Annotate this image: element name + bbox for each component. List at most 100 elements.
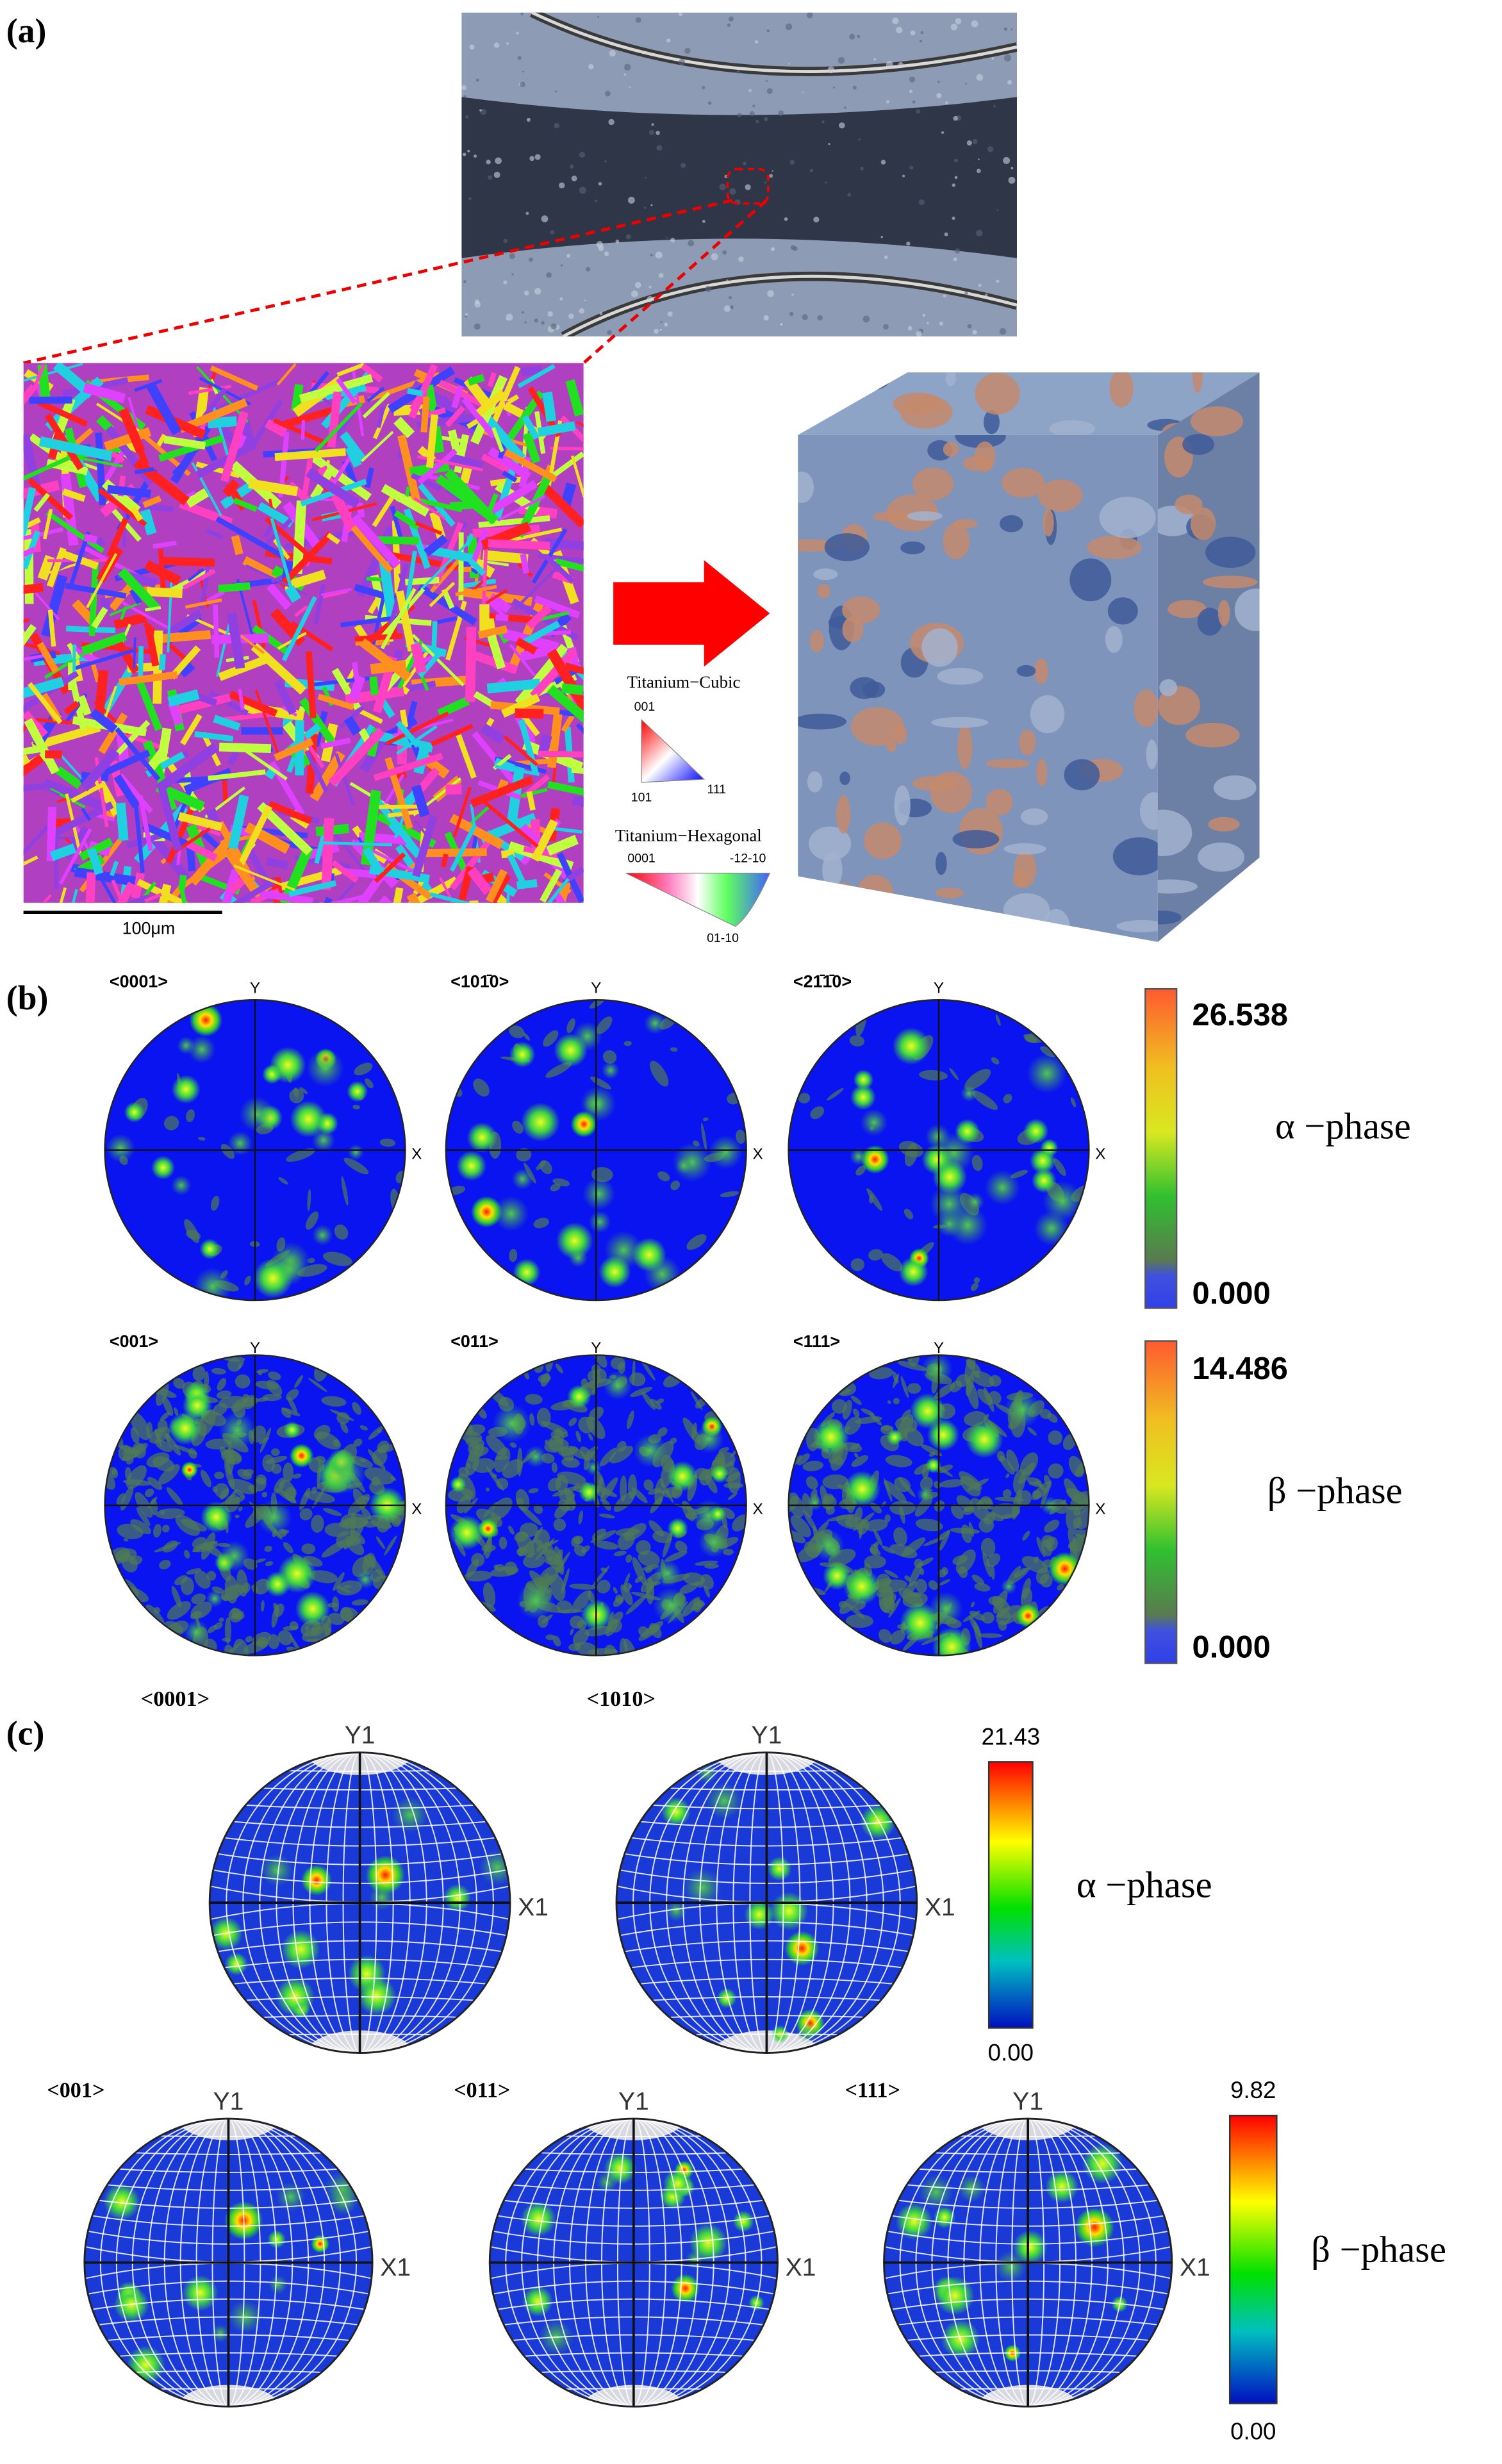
grain xyxy=(518,719,539,775)
texture xyxy=(805,1476,818,1490)
grain xyxy=(134,379,163,392)
spot xyxy=(466,1122,498,1153)
colorbar-max: 9.82 xyxy=(1230,2077,1276,2103)
speckle xyxy=(991,56,994,60)
texture xyxy=(171,1585,182,1608)
texture xyxy=(657,1427,668,1437)
spot xyxy=(965,1193,984,1212)
speckle xyxy=(999,327,1007,335)
grain xyxy=(554,893,566,903)
colorbar-max: 26.538 xyxy=(1193,998,1288,1032)
speckle xyxy=(920,31,924,35)
texture xyxy=(516,1531,535,1558)
speckle xyxy=(719,183,726,190)
texture xyxy=(884,1514,891,1523)
legend-corner: 01-10 xyxy=(707,931,739,945)
axis-label: X1 xyxy=(518,1894,549,1921)
texture xyxy=(336,1531,354,1548)
grain xyxy=(484,612,536,624)
texture xyxy=(268,1371,281,1380)
texture xyxy=(670,1180,681,1191)
grain xyxy=(467,806,490,827)
texture xyxy=(625,1554,632,1563)
grain xyxy=(23,487,37,536)
spot xyxy=(965,1420,1003,1459)
speckle xyxy=(802,314,808,320)
grain xyxy=(415,521,443,536)
grain xyxy=(279,405,338,429)
spot xyxy=(961,1085,978,1102)
texture xyxy=(556,1609,583,1614)
spot xyxy=(850,1084,876,1111)
texture xyxy=(995,1014,1001,1026)
grain xyxy=(362,392,390,418)
speckle xyxy=(978,283,982,287)
texture xyxy=(126,1465,147,1489)
grain xyxy=(206,590,226,604)
texture xyxy=(190,1610,202,1619)
spot xyxy=(1023,1118,1049,1144)
grain xyxy=(455,584,497,597)
texture xyxy=(970,1282,978,1291)
grain xyxy=(42,894,52,903)
texture xyxy=(736,1129,746,1144)
texture xyxy=(1013,1567,1027,1578)
spot xyxy=(449,1515,484,1550)
texture xyxy=(561,1457,580,1468)
grain xyxy=(1208,816,1240,832)
grain xyxy=(41,574,68,638)
speckle xyxy=(1003,54,1012,62)
figure-label: <001> xyxy=(110,1332,158,1351)
spot xyxy=(689,2223,728,2262)
texture xyxy=(632,1557,647,1585)
grain xyxy=(317,384,367,402)
spot xyxy=(301,1865,332,1896)
grain xyxy=(1217,600,1230,626)
texture xyxy=(853,1409,860,1418)
grain xyxy=(153,630,163,704)
texture xyxy=(718,1447,729,1453)
grain xyxy=(406,892,420,903)
grain xyxy=(1236,927,1260,939)
spot xyxy=(268,2275,288,2294)
texture xyxy=(245,1635,253,1642)
grain xyxy=(131,872,145,899)
texture xyxy=(163,1116,179,1130)
grain xyxy=(517,364,556,388)
texture xyxy=(971,1155,983,1171)
texture xyxy=(900,1376,909,1398)
grain xyxy=(315,402,363,452)
spot xyxy=(201,1501,233,1533)
spot xyxy=(666,1900,687,1921)
grain xyxy=(104,427,152,451)
grain xyxy=(943,522,970,559)
grain xyxy=(900,395,953,429)
grain xyxy=(516,879,538,889)
spot xyxy=(709,1505,726,1523)
spot xyxy=(450,1476,466,1493)
speckle xyxy=(678,12,683,17)
spot xyxy=(925,1457,942,1473)
texture xyxy=(167,1601,191,1620)
texture xyxy=(561,1567,570,1594)
speckle xyxy=(1011,28,1013,31)
texture xyxy=(686,1234,707,1250)
texture xyxy=(544,1439,549,1444)
grain xyxy=(798,372,818,391)
texture xyxy=(855,1165,866,1176)
grain xyxy=(23,654,45,661)
grain xyxy=(552,765,557,784)
texture xyxy=(499,1537,508,1550)
spot xyxy=(326,1453,367,1494)
speckle xyxy=(922,313,926,317)
texture xyxy=(904,1143,918,1167)
texture xyxy=(316,1455,326,1463)
speckle xyxy=(849,33,855,40)
speckle xyxy=(725,279,729,283)
spot xyxy=(921,1355,953,1385)
spot xyxy=(295,1591,331,1626)
speckle xyxy=(702,220,706,223)
axis-label: Y xyxy=(591,1339,601,1357)
speckle xyxy=(522,70,524,73)
grain xyxy=(27,477,74,520)
